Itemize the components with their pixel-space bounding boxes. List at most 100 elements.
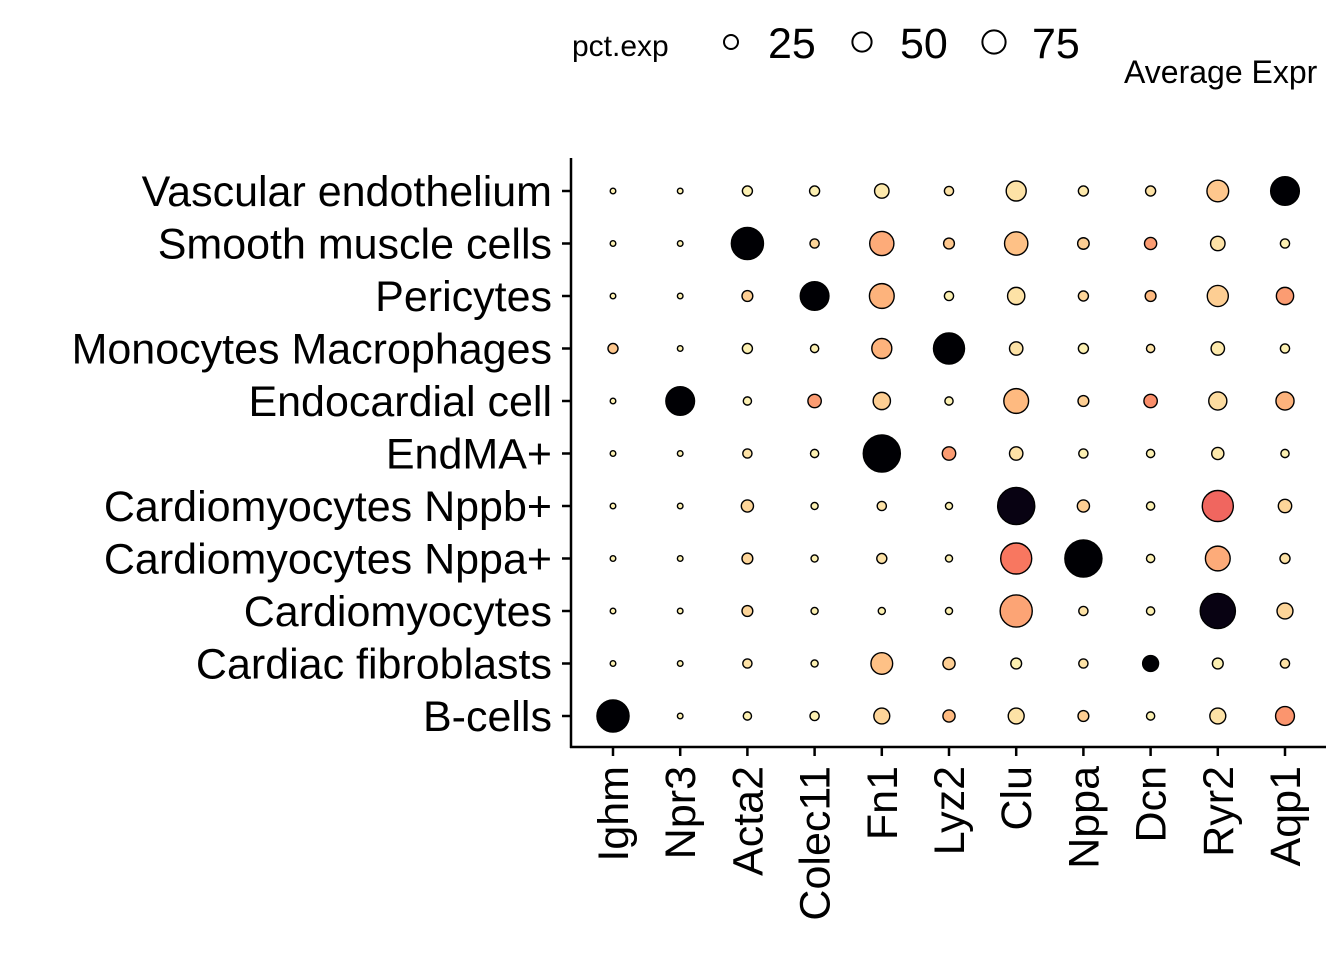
y-tick-label: Vascular endothelium	[142, 168, 552, 216]
dot	[676, 292, 684, 300]
dot	[609, 502, 617, 510]
dot	[607, 342, 619, 355]
dot	[1005, 180, 1027, 202]
dot	[1279, 238, 1291, 249]
dot	[609, 292, 617, 300]
size-legend-label: 75	[1032, 20, 1080, 68]
dot	[1206, 179, 1230, 203]
dot	[1143, 393, 1158, 409]
y-tick-label: Endocardial cell	[248, 378, 552, 426]
dot	[807, 393, 822, 409]
x-tick-label: Aqp1	[1262, 766, 1310, 866]
dot	[1145, 343, 1156, 354]
dot	[944, 606, 954, 616]
y-tick-label: Pericytes	[375, 273, 552, 321]
dot	[1204, 545, 1231, 572]
size-legend: pct.exp 25 50 75	[572, 20, 1080, 68]
dot	[877, 606, 887, 616]
x-tick-label: Acta2	[724, 766, 772, 876]
dot	[1006, 286, 1026, 306]
dot	[742, 448, 753, 459]
dot	[941, 446, 957, 461]
dot	[799, 280, 830, 312]
y-tick-label: Cardiomyocytes	[244, 588, 552, 636]
dot	[1077, 185, 1090, 197]
dot	[932, 332, 966, 365]
dot	[741, 342, 754, 355]
dot	[1209, 707, 1227, 725]
dot	[1279, 658, 1291, 669]
dot	[741, 185, 754, 197]
x-tick-label: Ighm	[590, 766, 638, 862]
x-tick-label: Lyz2	[926, 766, 974, 855]
dot	[808, 185, 821, 197]
y-tick-label: Cardiomyocytes Nppb+	[104, 483, 552, 531]
dot	[872, 391, 892, 411]
dot	[996, 486, 1036, 526]
x-tick-label: Dcn	[1128, 766, 1176, 842]
dot	[1280, 448, 1290, 459]
dot	[1199, 592, 1237, 630]
dot	[876, 552, 888, 565]
dot	[609, 187, 617, 195]
dot	[873, 707, 891, 725]
size-legend-label: 50	[900, 20, 948, 68]
dot	[676, 712, 684, 720]
dot	[1143, 236, 1158, 251]
dot	[1010, 657, 1023, 670]
dot	[676, 502, 684, 510]
dot	[609, 450, 617, 458]
dot	[1003, 387, 1030, 415]
dot	[1145, 711, 1156, 721]
dot	[1275, 391, 1295, 411]
x-tick-label: Colec11	[792, 766, 840, 921]
dot	[1279, 552, 1291, 565]
dot	[809, 710, 820, 722]
size-legend-key	[851, 31, 873, 53]
y-tick-label: Smooth muscle cells	[158, 221, 552, 269]
dot	[1078, 448, 1089, 459]
dot	[1077, 342, 1090, 355]
dot	[1077, 709, 1090, 723]
dot	[810, 554, 819, 563]
y-axis: Vascular endothelium Smooth muscle cellsP…	[72, 168, 571, 741]
dot	[740, 499, 755, 513]
dot	[1077, 290, 1090, 302]
dot	[942, 656, 956, 671]
dot	[1210, 341, 1226, 356]
dot	[1078, 605, 1089, 617]
dot	[871, 337, 893, 360]
dot	[1279, 343, 1291, 354]
dot	[1145, 553, 1156, 564]
x-tick-label: Fn1	[859, 766, 907, 840]
y-tick-label: Cardiac fibroblasts	[196, 641, 552, 689]
dot	[1144, 185, 1157, 197]
dot	[1145, 448, 1156, 459]
size-legend-title: pct.exp	[572, 30, 669, 63]
dot	[742, 396, 753, 406]
dot	[943, 185, 955, 197]
dot	[809, 343, 820, 354]
dot	[999, 542, 1033, 575]
dot	[1077, 394, 1090, 408]
y-tick-label: B-cells	[423, 693, 552, 741]
dot	[870, 651, 894, 676]
dot	[1211, 657, 1224, 670]
dot	[1269, 175, 1301, 207]
x-tick-label: Ryr2	[1195, 766, 1243, 857]
size-legend-label: 25	[768, 20, 816, 68]
dot	[676, 607, 684, 615]
dot	[609, 239, 617, 247]
dot	[1008, 446, 1024, 461]
dot	[676, 450, 684, 458]
dot	[862, 434, 902, 473]
x-tick-label: Clu	[993, 766, 1041, 831]
dot	[676, 187, 684, 195]
dot	[942, 709, 956, 723]
size-legend-key	[723, 34, 739, 50]
dot	[676, 555, 684, 563]
dot	[665, 385, 696, 417]
x-axis: Ighm Npr3 Acta2 Colec11 Fn1 Lyz2 Clu Nppa Dcn Ryr…	[590, 747, 1310, 921]
dots-layer	[596, 175, 1301, 733]
